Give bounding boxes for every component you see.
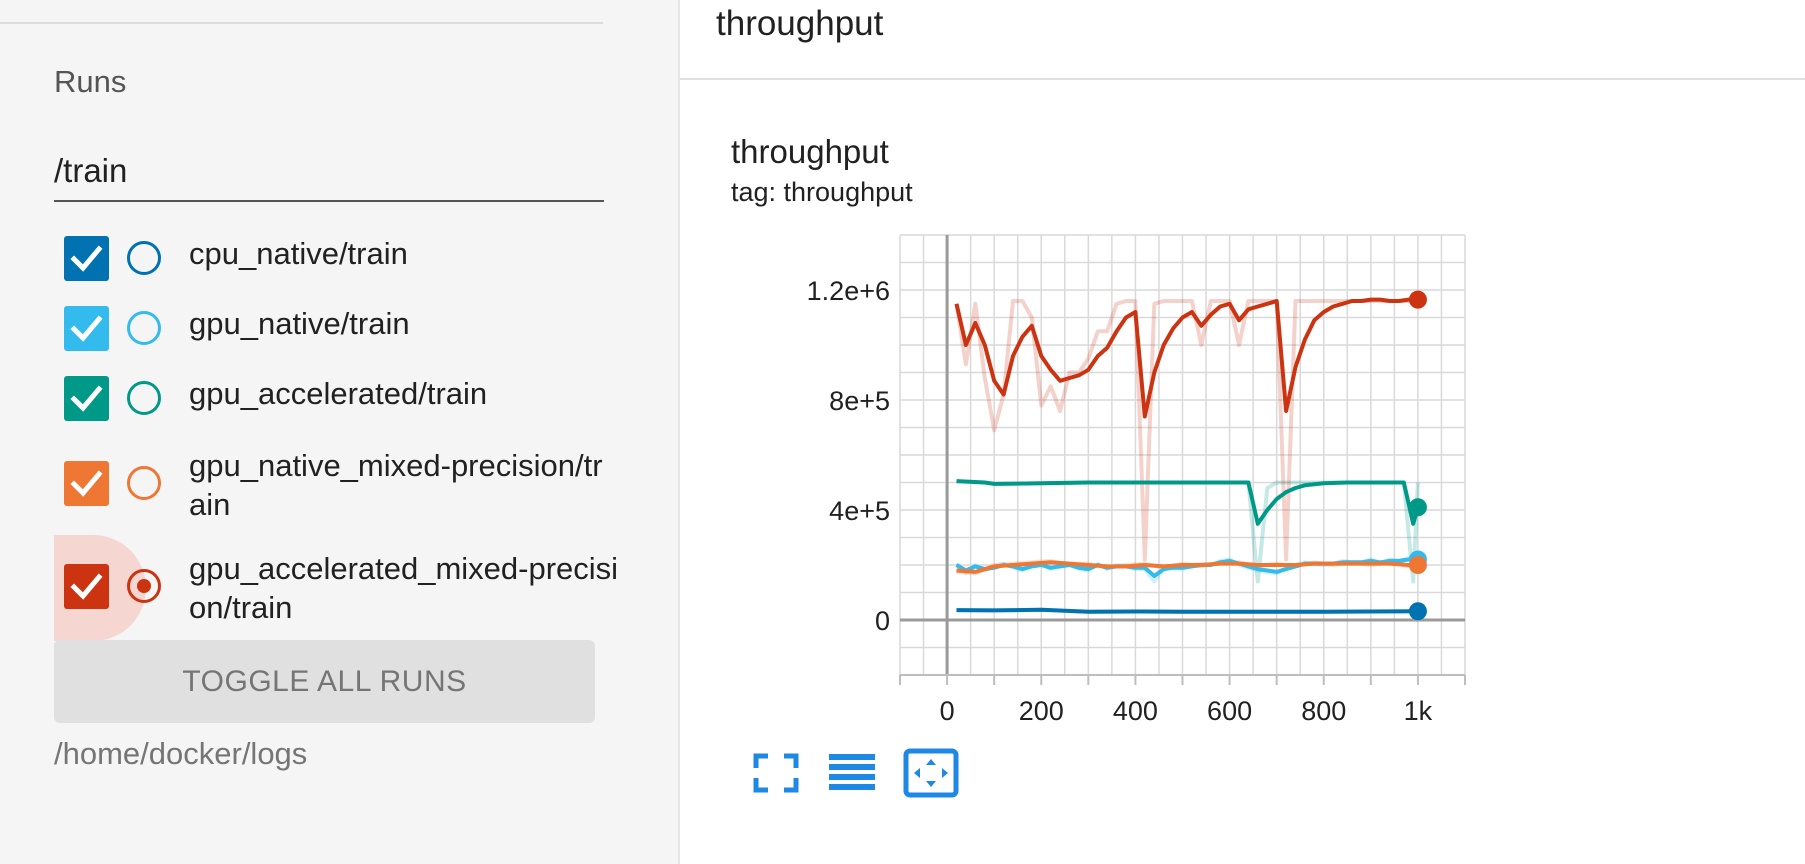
card-title: throughput: [731, 133, 889, 170]
run-item-gpu-native-mixed-precision[interactable]: gpu_native_mixed-precision/train: [0, 446, 640, 526]
series-end-point: [1408, 498, 1427, 517]
run-radio-button[interactable]: [127, 381, 161, 415]
run-item-gpu-native[interactable]: gpu_native/train: [0, 302, 640, 352]
series-line: [956, 479, 1420, 526]
runs-heading: Runs: [54, 64, 127, 99]
tag-group-title: throughput: [716, 4, 884, 43]
run-item-gpu-accelerated-mixed-precision[interactable]: gpu_accelerated_mixed-precision/train: [0, 549, 640, 629]
radio-dot: [137, 579, 151, 593]
run-item-gpu-accelerated[interactable]: gpu_accelerated/train: [0, 372, 640, 422]
series-end-point: [1408, 290, 1427, 309]
x-tick-label: 0: [940, 696, 955, 726]
checkmark-icon: [70, 245, 103, 272]
checkmark-icon: [70, 573, 103, 600]
y-tick-label: 0: [875, 606, 890, 636]
run-checkbox[interactable]: [64, 236, 109, 281]
run-label: gpu_native_mixed-precision/train: [189, 448, 603, 522]
series-line: [956, 607, 1418, 614]
fullscreen-icon: [753, 753, 799, 793]
runs-filter-input[interactable]: [54, 142, 604, 202]
radio-dot: [137, 251, 151, 265]
chart-tick-labels: 0 200 400 600 800 1k 0 4e+5 8e+5 1.2e+6: [807, 276, 1433, 726]
run-radio-button[interactable]: [127, 569, 161, 603]
series-line: [954, 297, 1418, 419]
chart-axes: [899, 235, 1466, 685]
x-tick-label: 600: [1207, 696, 1252, 726]
checkmark-icon: [70, 385, 103, 412]
run-label: gpu_native/train: [189, 306, 410, 341]
radio-dot: [137, 476, 151, 490]
series-end-point: [1408, 602, 1427, 621]
radio-dot: [137, 391, 151, 405]
run-checkbox[interactable]: [64, 461, 109, 506]
x-tick-label: 1k: [1404, 696, 1433, 726]
run-checkbox[interactable]: [64, 376, 109, 421]
toggle-all-runs-button[interactable]: TOGGLE ALL RUNS: [54, 640, 595, 723]
tag-group-header[interactable]: throughput: [680, 0, 1805, 80]
series-raw-line: [954, 299, 1418, 562]
run-checkbox[interactable]: [64, 564, 109, 609]
run-label: gpu_accelerated_mixed-precision/train: [189, 551, 619, 625]
run-checkbox[interactable]: [64, 306, 109, 351]
y-tick-label: 8e+5: [829, 386, 890, 416]
chart-series: [954, 290, 1427, 621]
divider: [678, 0, 680, 864]
series-end-point: [1408, 556, 1427, 574]
data-table-button[interactable]: [823, 748, 879, 798]
fit-domain-icon: [903, 748, 959, 798]
run-radio-button[interactable]: [127, 241, 161, 275]
fit-domain-button[interactable]: [903, 748, 959, 798]
run-radio-button[interactable]: [127, 466, 161, 500]
y-tick-label: 4e+5: [829, 496, 890, 526]
card-tag: tag: throughput: [731, 177, 913, 207]
run-radio-button[interactable]: [127, 311, 161, 345]
run-item-cpu-native[interactable]: cpu_native/train: [0, 232, 640, 282]
sidebar: Runs cpu_native/train gpu_native/train g…: [0, 0, 678, 864]
radio-dot: [137, 321, 151, 335]
logdir-path: /home/docker/logs: [54, 736, 308, 771]
x-tick-label: 400: [1113, 696, 1158, 726]
y-tick-label: 1.2e+6: [807, 276, 890, 306]
run-label: cpu_native/train: [189, 236, 408, 271]
x-tick-label: 800: [1301, 696, 1346, 726]
data-table-icon: [829, 754, 875, 790]
divider: [0, 22, 603, 24]
checkmark-icon: [70, 315, 103, 342]
fullscreen-button[interactable]: [748, 748, 804, 798]
checkmark-icon: [70, 470, 103, 497]
throughput-chart[interactable]: 0 200 400 600 800 1k 0 4e+5 8e+5 1.2e+6: [740, 220, 1570, 740]
run-label: gpu_accelerated/train: [189, 376, 488, 411]
series-line: [956, 560, 1418, 574]
x-tick-label: 200: [1019, 696, 1064, 726]
